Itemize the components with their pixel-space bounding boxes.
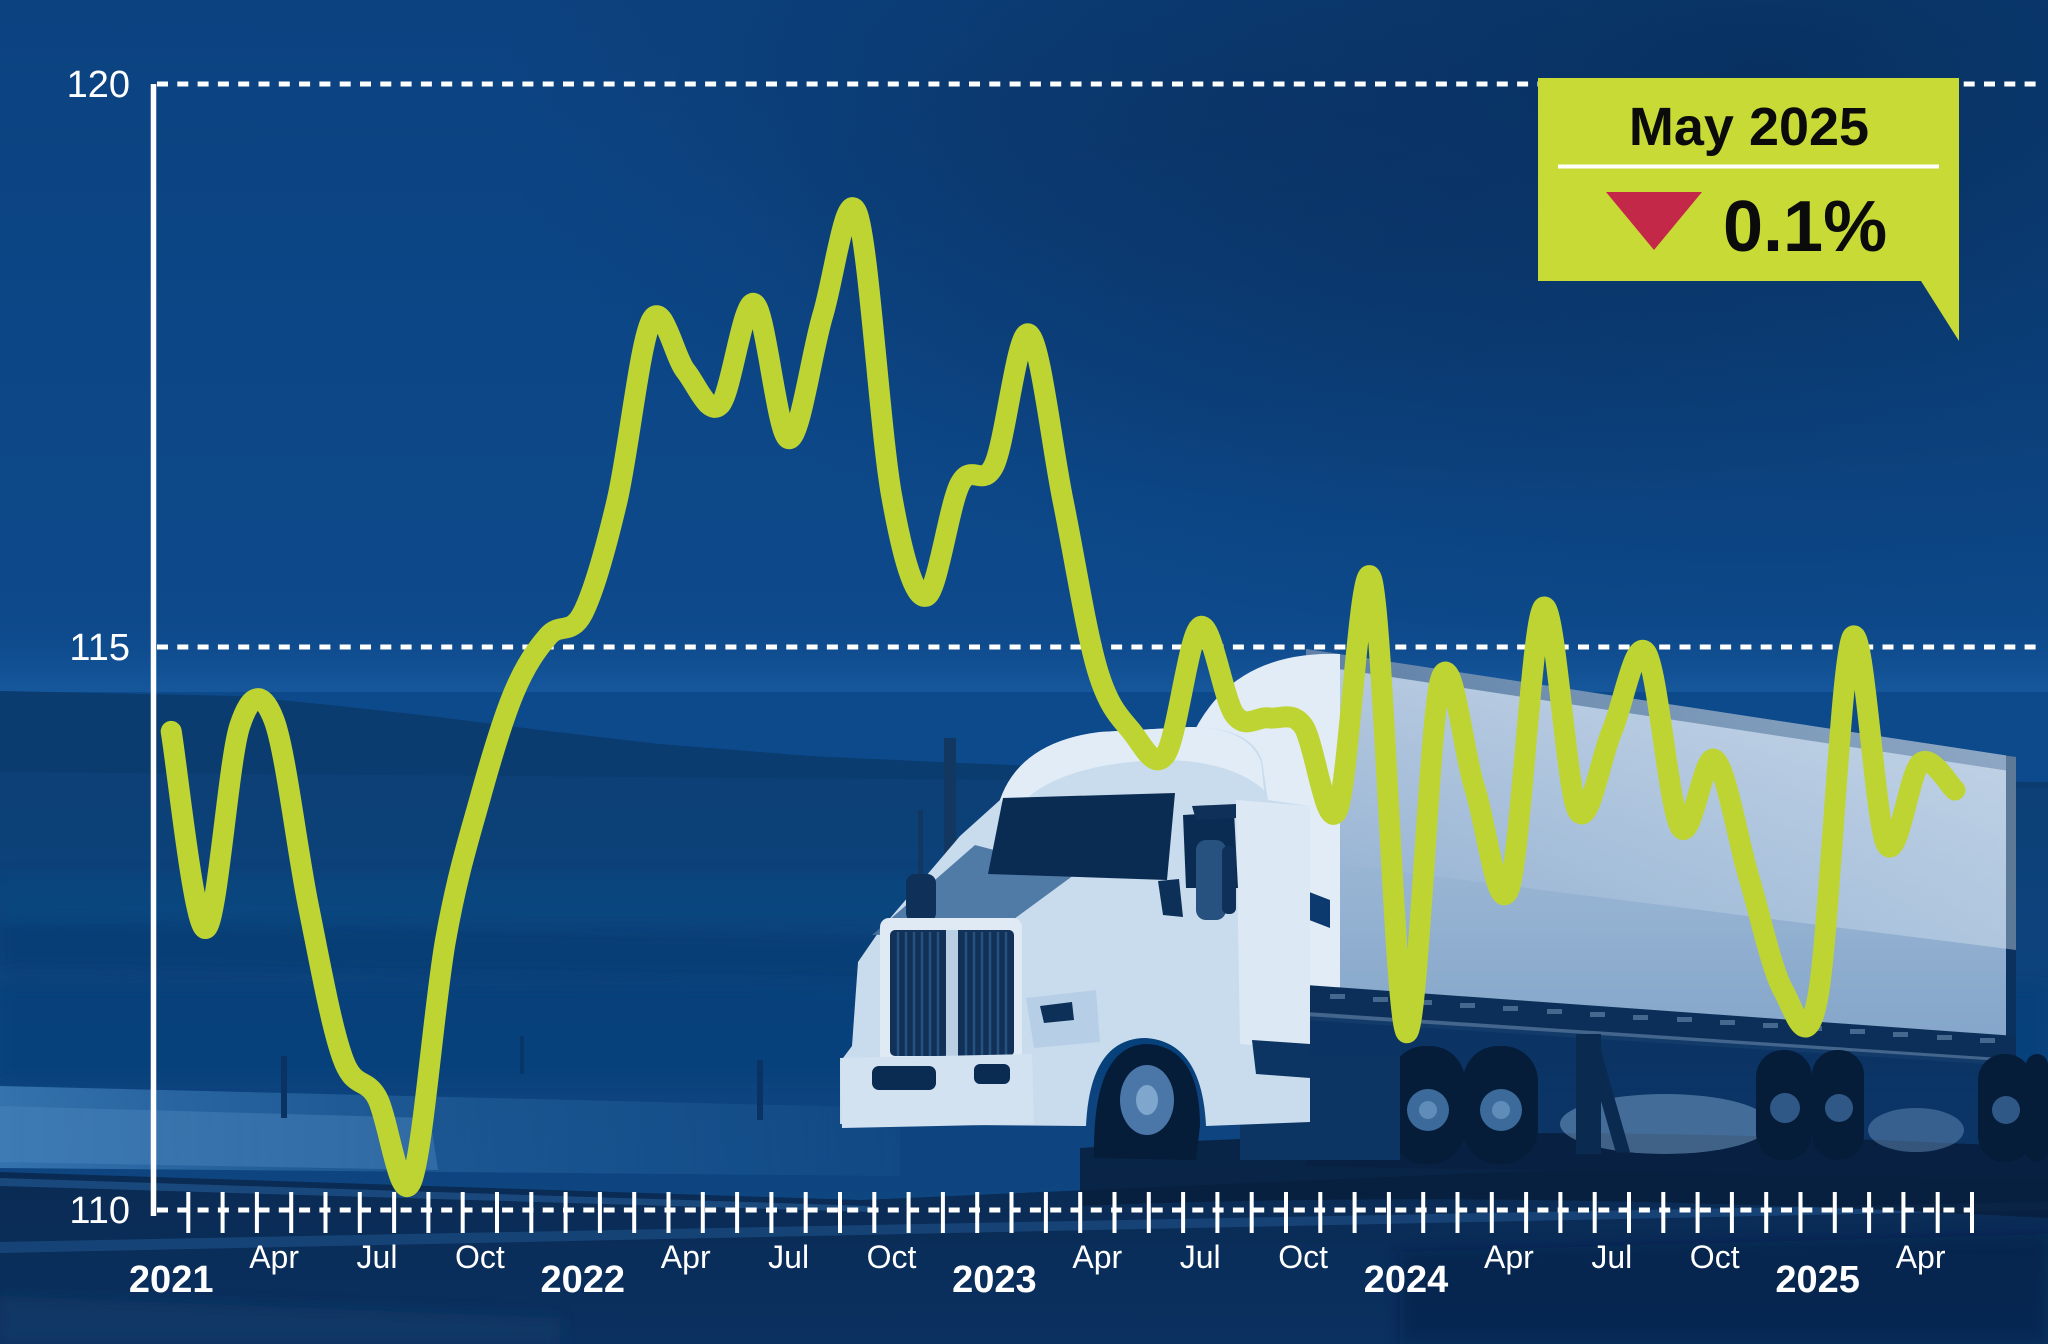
svg-text:115: 115 xyxy=(69,627,130,669)
svg-text:May 2025: May 2025 xyxy=(1629,97,1869,157)
svg-text:Jul: Jul xyxy=(357,1239,398,1275)
svg-text:110: 110 xyxy=(69,1190,130,1232)
svg-text:Oct: Oct xyxy=(1278,1239,1328,1275)
svg-text:Apr: Apr xyxy=(661,1239,711,1275)
svg-text:Jul: Jul xyxy=(768,1239,809,1275)
svg-text:Oct: Oct xyxy=(1690,1239,1740,1275)
svg-text:Apr: Apr xyxy=(1072,1239,1122,1275)
svg-text:2022: 2022 xyxy=(541,1259,626,1301)
svg-text:Jul: Jul xyxy=(1180,1239,1221,1275)
svg-text:Apr: Apr xyxy=(249,1239,299,1275)
svg-text:2021: 2021 xyxy=(129,1259,214,1301)
svg-text:2023: 2023 xyxy=(952,1259,1037,1301)
svg-text:2024: 2024 xyxy=(1364,1259,1449,1301)
svg-text:2025: 2025 xyxy=(1775,1259,1860,1301)
svg-text:0.1%: 0.1% xyxy=(1723,187,1887,267)
svg-text:120: 120 xyxy=(67,64,130,106)
svg-text:Oct: Oct xyxy=(867,1239,917,1275)
svg-text:Oct: Oct xyxy=(455,1239,505,1275)
svg-text:Apr: Apr xyxy=(1484,1239,1534,1275)
svg-text:Jul: Jul xyxy=(1591,1239,1632,1275)
svg-text:Apr: Apr xyxy=(1896,1239,1946,1275)
